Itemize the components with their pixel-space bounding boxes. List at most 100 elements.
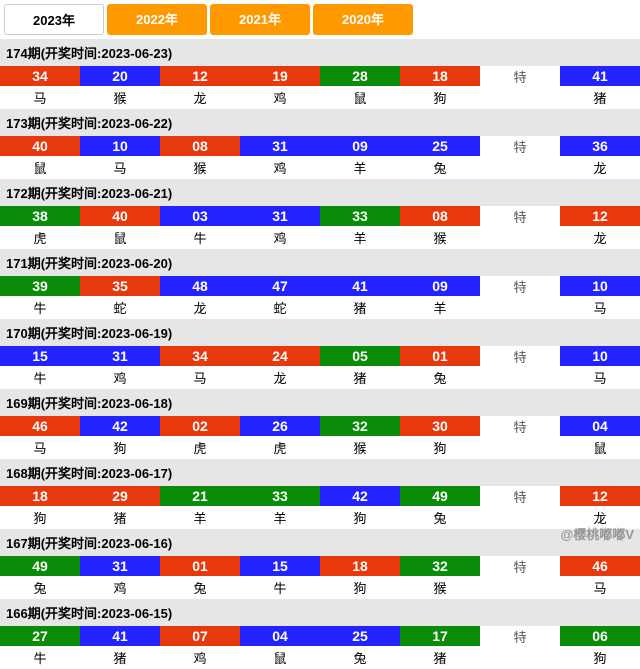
zodiac-cell: 鼠: [240, 646, 320, 669]
zodiac-cell: 蛇: [240, 296, 320, 319]
zodiac-cell: 龙: [160, 296, 240, 319]
zodiac-cell: 兔: [0, 576, 80, 599]
issue-header: 169期(开奖时间:2023-06-18): [0, 389, 640, 416]
number-cell: 24: [240, 346, 320, 366]
blank: [480, 366, 560, 389]
number-cell: 04: [240, 626, 320, 646]
zodiac-cell: 虎: [160, 436, 240, 459]
number-row: 393548474109特10: [0, 276, 640, 296]
special-number: 10: [560, 276, 640, 296]
zodiac-cell: 狗: [320, 576, 400, 599]
number-cell: 33: [320, 206, 400, 226]
number-cell: 48: [160, 276, 240, 296]
number-row: 384003313308特12: [0, 206, 640, 226]
number-row: 401008310925特36: [0, 136, 640, 156]
year-tab[interactable]: 2023年: [4, 4, 104, 35]
number-cell: 18: [0, 486, 80, 506]
number-cell: 03: [160, 206, 240, 226]
number-cell: 47: [240, 276, 320, 296]
zodiac-cell: 猪: [320, 296, 400, 319]
zodiac-cell: 猴: [320, 436, 400, 459]
special-number: 41: [560, 66, 640, 86]
number-cell: 15: [240, 556, 320, 576]
number-cell: 21: [160, 486, 240, 506]
number-cell: 27: [0, 626, 80, 646]
number-cell: 09: [400, 276, 480, 296]
number-cell: 38: [0, 206, 80, 226]
zodiac-cell: 羊: [160, 506, 240, 529]
number-cell: 08: [400, 206, 480, 226]
zodiac-cell: 猴: [400, 226, 480, 249]
zodiac-cell: 鸡: [240, 226, 320, 249]
special-number: 36: [560, 136, 640, 156]
blank: [480, 226, 560, 249]
watermark: @樱桃嘟嘟V: [561, 524, 634, 543]
zodiac-cell: 马: [160, 366, 240, 389]
zodiac-cell: 羊: [240, 506, 320, 529]
special-zodiac: 龙: [560, 156, 640, 179]
label-row: 马狗虎虎猴狗鼠: [0, 436, 640, 459]
number-cell: 12: [160, 66, 240, 86]
number-cell: 40: [80, 206, 160, 226]
year-tab[interactable]: 2021年: [210, 4, 310, 35]
number-cell: 31: [80, 556, 160, 576]
issue-header: 168期(开奖时间:2023-06-17): [0, 459, 640, 486]
zodiac-cell: 鼠: [80, 226, 160, 249]
special-zodiac: 马: [560, 366, 640, 389]
number-cell: 35: [80, 276, 160, 296]
label-row: 鼠马猴鸡羊兔龙: [0, 156, 640, 179]
label-row: 兔鸡兔牛狗猴马: [0, 576, 640, 599]
number-row: 153134240501特10: [0, 346, 640, 366]
zodiac-cell: 狗: [400, 436, 480, 459]
special-label: 特: [480, 136, 560, 156]
number-cell: 42: [320, 486, 400, 506]
blank: [480, 436, 560, 459]
zodiac-cell: 龙: [240, 366, 320, 389]
special-number: 12: [560, 486, 640, 506]
special-label: 特: [480, 626, 560, 646]
number-cell: 18: [400, 66, 480, 86]
number-cell: 08: [160, 136, 240, 156]
zodiac-cell: 兔: [400, 156, 480, 179]
zodiac-cell: 马: [0, 436, 80, 459]
number-cell: 49: [400, 486, 480, 506]
blank: [480, 646, 560, 669]
special-label: 特: [480, 416, 560, 436]
year-tab[interactable]: 2020年: [313, 4, 413, 35]
zodiac-cell: 马: [80, 156, 160, 179]
results-list: 174期(开奖时间:2023-06-23)342012192818特41马猴龙鸡…: [0, 39, 640, 669]
special-number: 46: [560, 556, 640, 576]
zodiac-cell: 虎: [240, 436, 320, 459]
special-label: 特: [480, 66, 560, 86]
number-cell: 28: [320, 66, 400, 86]
zodiac-cell: 鸡: [240, 156, 320, 179]
special-number: 10: [560, 346, 640, 366]
special-number: 04: [560, 416, 640, 436]
number-cell: 01: [400, 346, 480, 366]
number-cell: 07: [160, 626, 240, 646]
special-number: 06: [560, 626, 640, 646]
year-tab[interactable]: 2022年: [107, 4, 207, 35]
zodiac-cell: 羊: [400, 296, 480, 319]
number-cell: 25: [320, 626, 400, 646]
number-cell: 10: [80, 136, 160, 156]
issue-header: 166期(开奖时间:2023-06-15): [0, 599, 640, 626]
number-row: 274107042517特06: [0, 626, 640, 646]
blank: [480, 506, 560, 529]
number-cell: 31: [240, 206, 320, 226]
number-row: 182921334249特12: [0, 486, 640, 506]
label-row: 牛猪鸡鼠兔猪狗: [0, 646, 640, 669]
zodiac-cell: 牛: [0, 646, 80, 669]
special-zodiac: 马: [560, 576, 640, 599]
number-cell: 32: [320, 416, 400, 436]
special-label: 特: [480, 486, 560, 506]
zodiac-cell: 兔: [160, 576, 240, 599]
special-number: 12: [560, 206, 640, 226]
number-row: 493101151832特46: [0, 556, 640, 576]
zodiac-cell: 兔: [400, 366, 480, 389]
special-zodiac: 鼠: [560, 436, 640, 459]
label-row: 狗猪羊羊狗兔龙: [0, 506, 640, 529]
blank: [480, 86, 560, 109]
zodiac-cell: 牛: [240, 576, 320, 599]
zodiac-cell: 猪: [400, 646, 480, 669]
